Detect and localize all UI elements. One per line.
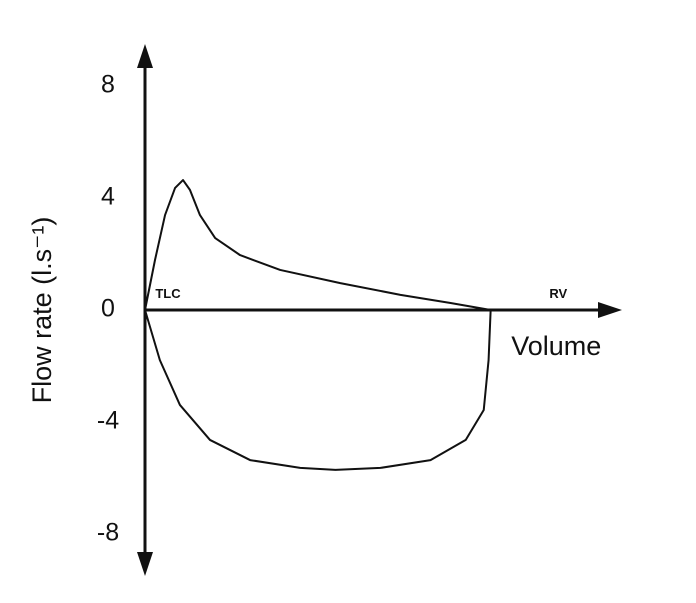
x-axis-arrow bbox=[598, 302, 622, 318]
y-axis-arrow-top bbox=[137, 44, 153, 68]
annotation: RV bbox=[549, 286, 567, 301]
y-axis-arrow-bottom bbox=[137, 552, 153, 576]
y-axis-label: Flow rate (l.s⁻¹) bbox=[27, 217, 57, 404]
curve bbox=[144, 309, 492, 471]
y-tick-label: 0 bbox=[101, 295, 115, 323]
y-tick-label: -8 bbox=[97, 519, 119, 547]
y-tick-label: 4 bbox=[101, 183, 115, 211]
curve bbox=[144, 179, 491, 311]
y-tick-label: 8 bbox=[101, 71, 115, 99]
annotation: TLC bbox=[155, 286, 181, 301]
annotation: Volume bbox=[511, 331, 601, 361]
y-tick-label: -4 bbox=[97, 407, 119, 435]
